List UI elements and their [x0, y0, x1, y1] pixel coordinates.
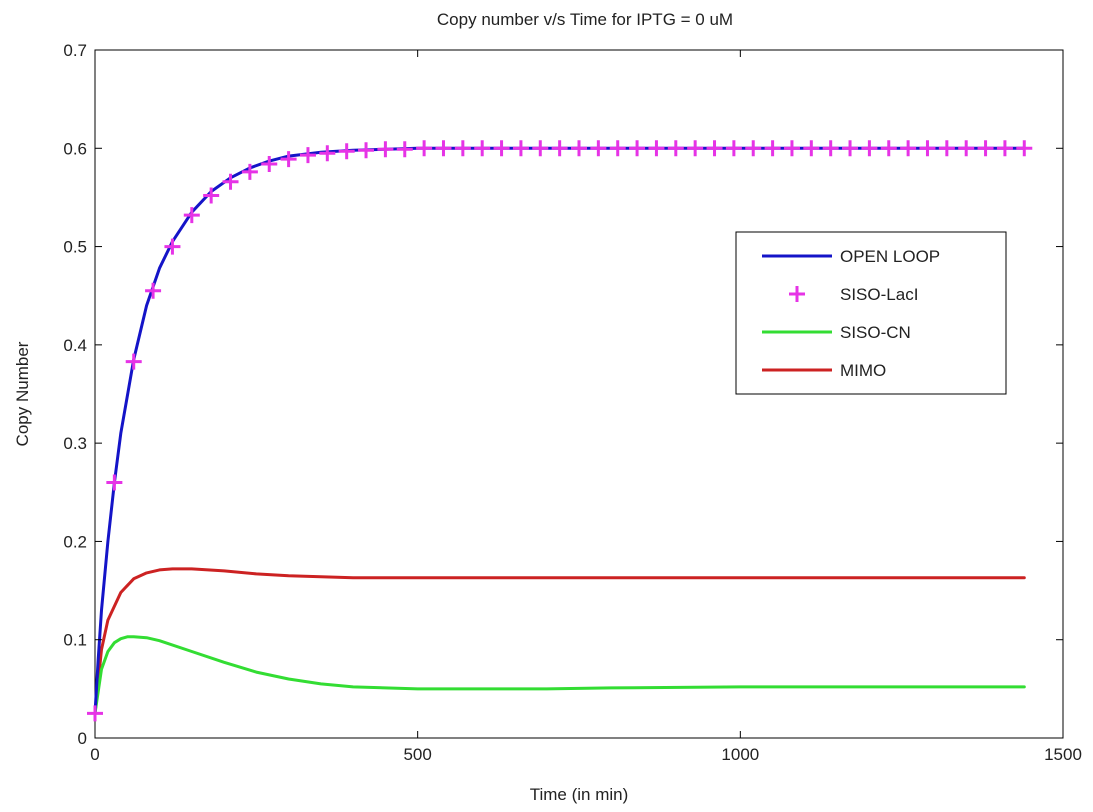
x-tick-label: 0: [90, 745, 99, 764]
data-point-siso-laci: [145, 282, 162, 299]
data-point-siso-laci: [861, 140, 878, 157]
data-point-siso-laci: [745, 140, 762, 157]
data-point-siso-laci: [454, 140, 471, 157]
series-line-mimo: [93, 567, 1026, 715]
data-point-siso-laci: [648, 140, 665, 157]
y-tick-label: 0.4: [63, 336, 87, 355]
y-axis-label: Copy Number: [13, 341, 32, 446]
data-point-siso-laci: [358, 142, 375, 159]
data-point-siso-laci: [261, 156, 278, 173]
data-point-siso-laci: [435, 140, 452, 157]
data-point-siso-laci: [512, 140, 529, 157]
data-point-siso-laci: [1016, 140, 1033, 157]
data-point-siso-laci: [241, 163, 258, 180]
data-point-siso-laci: [880, 140, 897, 157]
legend: OPEN LOOP SISO-LacI SISO-CN MIMO: [735, 231, 1007, 395]
data-point-siso-laci: [125, 353, 142, 370]
data-point-siso-laci: [590, 140, 607, 157]
data-point-siso-laci: [280, 151, 297, 168]
data-point-siso-laci: [416, 140, 433, 157]
series-markers-siso-laci: [87, 140, 1033, 722]
data-point-siso-laci: [803, 140, 820, 157]
data-point-siso-laci: [900, 140, 917, 157]
tick-layer: 0 500 1000 1500 0 0.1 0.2 0.3 0.4 0.5 0.6 0.7: [63, 41, 1082, 764]
data-point-siso-laci: [996, 140, 1013, 157]
data-point-siso-laci: [164, 238, 181, 255]
legend-box: [735, 231, 1007, 395]
data-point-siso-laci: [629, 140, 646, 157]
data-point-siso-laci: [958, 140, 975, 157]
data-point-siso-laci: [725, 140, 742, 157]
series-layer: [87, 140, 1033, 722]
series-line-siso-cn: [93, 635, 1026, 715]
legend-label-siso-laci: SISO-LacI: [840, 285, 918, 304]
data-point-siso-laci: [551, 140, 568, 157]
y-tick-label: 0.2: [63, 532, 87, 551]
data-point-siso-laci: [938, 140, 955, 157]
data-point-siso-laci: [338, 143, 355, 160]
data-point-siso-laci: [919, 140, 936, 157]
data-point-siso-laci: [396, 141, 413, 158]
data-point-siso-laci: [687, 140, 704, 157]
data-point-siso-laci: [764, 140, 781, 157]
data-point-siso-laci: [977, 140, 994, 157]
legend-swatch-siso-laci: [789, 286, 805, 302]
plot-area: 0 500 1000 1500 0 0.1 0.2 0.3 0.4 0.5 0.6 0.7: [63, 41, 1082, 764]
data-point-siso-laci: [319, 145, 336, 162]
chart-title: Copy number v/s Time for IPTG = 0 uM: [437, 10, 733, 29]
x-tick-label: 500: [403, 745, 431, 764]
data-point-siso-laci: [842, 140, 859, 157]
data-point-siso-laci: [106, 474, 123, 491]
x-axis-label: Time (in min): [530, 785, 629, 804]
data-point-siso-laci: [493, 140, 510, 157]
legend-items: OPEN LOOP SISO-LacI SISO-CN MIMO: [762, 247, 940, 380]
legend-label-siso-cn: SISO-CN: [840, 323, 911, 342]
data-point-siso-laci: [203, 187, 220, 204]
data-point-siso-laci: [474, 140, 491, 157]
data-point-siso-laci: [609, 140, 626, 157]
x-tick-label: 1500: [1044, 745, 1082, 764]
data-point-siso-laci: [532, 140, 549, 157]
data-point-siso-laci: [667, 140, 684, 157]
data-point-siso-laci: [87, 705, 103, 722]
data-point-siso-laci: [571, 140, 587, 157]
legend-label-open-loop: OPEN LOOP: [840, 247, 940, 266]
data-point-siso-laci: [222, 173, 239, 190]
y-tick-label: 0.1: [63, 631, 87, 650]
x-tick-label: 1000: [721, 745, 759, 764]
data-point-siso-laci: [299, 147, 316, 164]
y-tick-label: 0: [78, 729, 87, 748]
data-point-siso-laci: [183, 207, 200, 224]
y-tick-label: 0.7: [63, 41, 87, 60]
legend-label-mimo: MIMO: [840, 361, 886, 380]
data-point-siso-laci: [822, 140, 839, 157]
data-point-siso-laci: [377, 141, 394, 158]
data-point-siso-laci: [706, 140, 723, 157]
y-tick-label: 0.5: [63, 238, 87, 257]
y-tick-label: 0.6: [63, 139, 87, 158]
data-point-siso-laci: [783, 140, 800, 157]
y-tick-label: 0.3: [63, 434, 87, 453]
